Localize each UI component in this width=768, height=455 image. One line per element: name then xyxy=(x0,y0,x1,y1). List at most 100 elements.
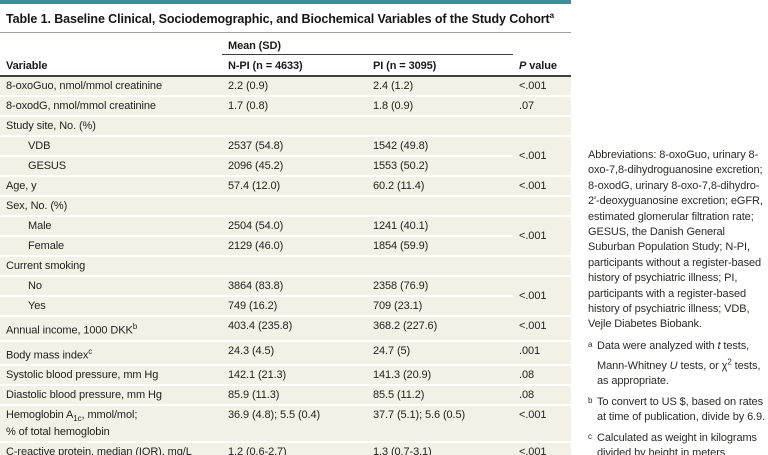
study-table: Table 1. Baseline Clinical, Sociodemogra… xyxy=(0,0,572,455)
footnote-text: To convert to US $, based on rates at ti… xyxy=(597,395,766,424)
header-row-mean-sd: Mean (SD) xyxy=(0,33,572,56)
pi-cell: 1241 (40.1) xyxy=(367,216,514,238)
table-row: Female 2129 (46.0) 1854 (59.9) xyxy=(0,236,571,258)
variable-cell: No xyxy=(0,276,222,298)
table-row: VDB 2537 (54.8) 1542 (49.8) <.001 xyxy=(0,136,572,178)
table-notes: Abbreviations: 8-oxoGuo, urinary 8-oxo-7… xyxy=(588,148,766,455)
table-title: Table 1. Baseline Clinical, Sociodemogra… xyxy=(0,4,571,34)
variable-cell: Age, y xyxy=(0,176,222,198)
header-pi: PI (n = 3095) xyxy=(367,54,514,78)
variable-cell: Body mass indexc xyxy=(0,340,222,367)
section-label-cell: Current smoking xyxy=(0,256,572,278)
pvalue-cell: <.001 xyxy=(513,441,572,455)
variable-cell: VDB xyxy=(0,136,222,158)
header-mean-sd: Mean (SD) xyxy=(222,33,514,56)
table-section-row: Sex, No. (%) xyxy=(0,196,572,218)
pvalue-cell: .07 xyxy=(513,96,572,118)
npi-cell: 2129 (46.0) xyxy=(222,236,367,258)
header-p-value: P value xyxy=(513,54,572,78)
table-row: Systolic blood pressure, mm Hg 142.1 (21… xyxy=(0,365,572,387)
pvalue-cell-merged: <.001 xyxy=(513,136,572,178)
pi-cell: 1542 (49.8) xyxy=(367,136,514,158)
footnote-marker: c xyxy=(588,431,592,441)
table-row: Hemoglobin A1c, mmol/mol;% of total hemo… xyxy=(0,405,572,443)
table-row: Body mass indexc 24.3 (4.5) 24.7 (5) .00… xyxy=(0,340,572,367)
pvalue-cell: <.001 xyxy=(513,176,572,198)
pvalue-cell: .08 xyxy=(513,385,572,407)
npi-cell: 403.4 (235.8) xyxy=(222,316,367,342)
pi-cell: 2.4 (1.2) xyxy=(367,76,514,98)
pvalue-cell: <.001 xyxy=(513,316,572,342)
pvalue-cell: <.001 xyxy=(513,76,572,98)
variable-cell: 8-oxoGuo, nmol/mmol creatinine xyxy=(0,76,222,98)
table-row: Age, y 57.4 (12.0) 60.2 (11.4) <.001 xyxy=(0,176,572,198)
npi-cell: 142.1 (21.3) xyxy=(222,365,367,387)
table-row: No 3864 (83.8) 2358 (76.9) <.001 xyxy=(0,276,572,318)
pi-cell: 37.7 (5.1); 5.6 (0.5) xyxy=(367,405,514,443)
abbreviations-note: Abbreviations: 8-oxoGuo, urinary 8-oxo-7… xyxy=(588,149,763,331)
npi-cell: 1.7 (0.8) xyxy=(222,96,367,118)
npi-cell: 1.2 (0.6-2.7) xyxy=(222,441,367,455)
pi-cell: 85.5 (11.2) xyxy=(367,385,514,407)
pvalue-cell-merged: <.001 xyxy=(513,276,572,318)
section-label-cell: Sex, No. (%) xyxy=(0,196,572,218)
table-accent-bar xyxy=(0,0,571,4)
pi-cell: 60.2 (11.4) xyxy=(367,176,514,198)
footnote-marker: b xyxy=(588,395,593,405)
pvalue-cell-merged: <.001 xyxy=(513,216,572,258)
npi-cell: 2.2 (0.9) xyxy=(222,76,367,98)
variable-cell: Female xyxy=(0,236,222,258)
footnote-text: Calculated as weight in kilograms divide… xyxy=(597,431,757,455)
pi-cell: 1.8 (0.9) xyxy=(367,96,514,118)
npi-cell: 85.9 (11.3) xyxy=(222,385,367,407)
table-row: Diastolic blood pressure, mm Hg 85.9 (11… xyxy=(0,385,572,407)
header-spacer-p xyxy=(513,33,572,55)
pi-cell: 24.7 (5) xyxy=(367,340,514,367)
header-row-columns: Variable N-PI (n = 4633) PI (n = 3095) P… xyxy=(0,54,572,78)
header-npi: N-PI (n = 4633) xyxy=(222,54,367,78)
variable-cell: Male xyxy=(0,216,222,238)
variable-cell: Diastolic blood pressure, mm Hg xyxy=(0,385,222,407)
variable-cell: GESUS xyxy=(0,156,222,178)
table-row: 8-oxodG, nmol/mmol creatinine 1.7 (0.8) … xyxy=(0,96,572,118)
variable-cell: Systolic blood pressure, mm Hg xyxy=(0,365,222,387)
section-label-cell: Study site, No. (%) xyxy=(0,116,572,138)
table-row: Annual income, 1000 DKKb 403.4 (235.8) 3… xyxy=(0,316,572,342)
npi-cell: 2504 (54.0) xyxy=(222,216,367,238)
pi-cell: 709 (23.1) xyxy=(367,296,514,318)
header-variable: Variable xyxy=(0,54,222,78)
npi-cell: 3864 (83.8) xyxy=(222,276,367,298)
table-row: C-reactive protein, median (IQR), mg/L 1… xyxy=(0,441,572,455)
npi-cell: 24.3 (4.5) xyxy=(222,340,367,367)
npi-cell: 749 (16.2) xyxy=(222,296,367,318)
npi-cell: 57.4 (12.0) xyxy=(222,176,367,198)
table-header: Mean (SD) Variable N-PI (n = 4633) PI (n… xyxy=(0,33,572,78)
variable-cell: Yes xyxy=(0,296,222,318)
footnote-marker: a xyxy=(588,339,593,349)
header-spacer xyxy=(0,33,222,55)
pi-cell: 2358 (76.9) xyxy=(367,276,514,298)
table-section-row: Study site, No. (%) xyxy=(0,116,572,138)
npi-cell: 2096 (45.2) xyxy=(222,156,367,178)
pi-cell: 1.3 (0.7-3.1) xyxy=(367,441,514,455)
variable-cell: Annual income, 1000 DKKb xyxy=(0,316,222,342)
table-row: Yes 749 (16.2) 709 (23.1) xyxy=(0,296,571,318)
variable-cell: 8-oxodG, nmol/mmol creatinine xyxy=(0,96,222,118)
table-row: GESUS 2096 (45.2) 1553 (50.2) xyxy=(0,156,571,178)
table-body: 8-oxoGuo, nmol/mmol creatinine 2.2 (0.9)… xyxy=(0,76,572,455)
footnote-c: c Calculated as weight in kilograms divi… xyxy=(588,431,766,455)
npi-cell: 36.9 (4.8); 5.5 (0.4) xyxy=(222,405,367,443)
table-section-row: Current smoking xyxy=(0,256,572,278)
pi-cell: 1854 (59.9) xyxy=(367,236,514,258)
pvalue-cell: .08 xyxy=(513,365,572,387)
npi-cell: 2537 (54.8) xyxy=(222,136,367,158)
table-row: Male 2504 (54.0) 1241 (40.1) <.001 xyxy=(0,216,572,258)
pi-cell: 141.3 (20.9) xyxy=(367,365,514,387)
table-row: 8-oxoGuo, nmol/mmol creatinine 2.2 (0.9)… xyxy=(0,76,572,98)
pvalue-cell: .001 xyxy=(513,340,572,367)
pvalue-cell: <.001 xyxy=(513,405,572,443)
footnote-a: a Data were analyzed with t tests, Mann-… xyxy=(588,339,766,390)
baseline-variables-table: Mean (SD) Variable N-PI (n = 4633) PI (n… xyxy=(0,33,572,455)
footnote-b: b To convert to US $, based on rates at … xyxy=(588,395,766,426)
pi-cell: 368.2 (227.6) xyxy=(367,316,514,342)
